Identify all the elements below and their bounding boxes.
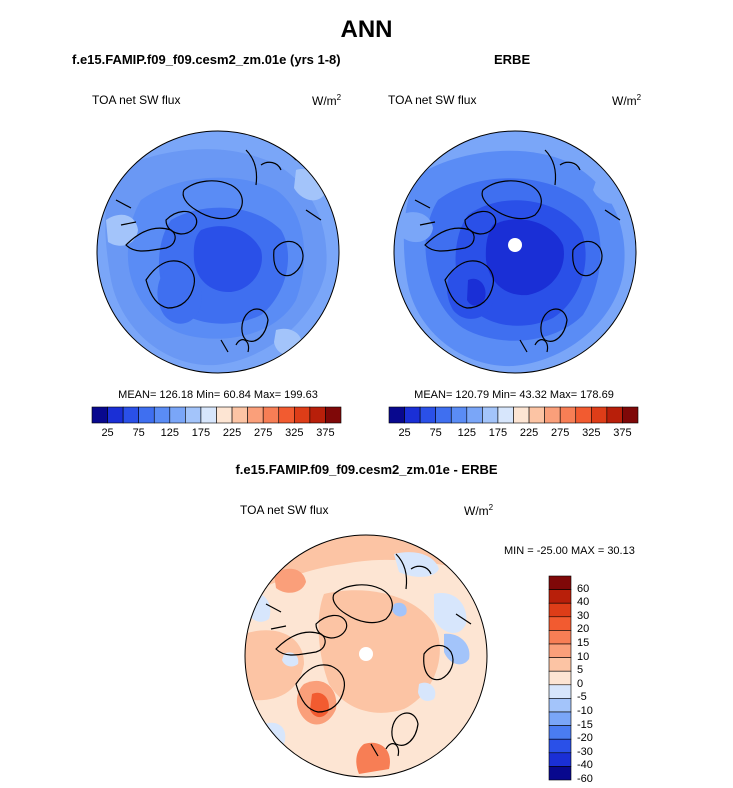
obs-colorbar: [388, 406, 639, 424]
diff-colorbar-tick-label: 20: [577, 623, 590, 636]
obs-variable-label: TOA net SW flux: [388, 93, 477, 107]
obs-colorbar-swatch: [606, 406, 623, 424]
obs-units-label: W/m2: [612, 93, 642, 108]
obs-colorbar-swatch: [435, 406, 452, 424]
model-colorbar-swatch: [138, 406, 155, 424]
diff-colorbar-tick-label: 10: [577, 650, 590, 663]
diff-colorbar-swatch: [548, 657, 572, 672]
obs-colorbar-swatch: [466, 406, 483, 424]
diff-colorbar-swatch: [548, 602, 572, 618]
obs-colorbar-swatch: [450, 406, 468, 424]
obs-colorbar-tick-label: 375: [613, 427, 632, 439]
model-polar-map: [96, 130, 340, 374]
obs-colorbar-swatch: [497, 406, 514, 424]
model-colorbar-swatch: [107, 406, 124, 424]
model-colorbar-swatch: [169, 406, 186, 424]
model-colorbar-swatch: [122, 406, 139, 424]
model-colorbar-tick-label: 275: [254, 427, 273, 439]
model-colorbar-tick-label: 225: [222, 427, 242, 439]
diff-colorbar-swatch: [548, 698, 572, 713]
page-title: ANN: [340, 16, 393, 43]
model-colorbar-swatch: [325, 406, 342, 424]
obs-colorbar-swatch: [482, 406, 499, 424]
obs-colorbar-swatch: [575, 406, 592, 424]
diff-colorbar-tick-label: 0: [577, 677, 584, 690]
diff-colorbar-tick-label: -20: [577, 732, 593, 745]
model-colorbar-swatch: [231, 406, 248, 424]
model-colorbar-swatch: [262, 406, 280, 424]
diff-colorbar-swatch: [548, 643, 572, 658]
obs-polar-map: [393, 130, 637, 374]
diff-colorbar-tick-label: -60: [577, 773, 593, 785]
diff-colorbar-swatch: [548, 738, 572, 754]
obs-colorbar-swatch: [528, 406, 545, 424]
model-variable-label: TOA net SW flux: [92, 93, 181, 107]
model-colorbar-swatch: [247, 406, 264, 424]
diff-colorbar: [548, 575, 572, 781]
model-colorbar-swatch: [91, 406, 108, 424]
obs-colorbar-swatch: [404, 406, 421, 424]
model-colorbar-swatch: [200, 406, 217, 424]
diff-colorbar-swatch: [548, 670, 572, 686]
diff-colorbar-swatch: [548, 711, 572, 726]
diff-colorbar-tick-label: -40: [577, 759, 593, 772]
diff-colorbar-swatch: [548, 589, 572, 604]
obs-colorbar-tick-label: 125: [457, 427, 476, 439]
obs-colorbar-swatch: [388, 406, 405, 424]
diff-polar-map: [244, 534, 488, 778]
model-colorbar: [91, 406, 342, 424]
diff-colorbar-swatch: [548, 684, 572, 699]
diff-colorbar-tick-label: -5: [577, 691, 587, 704]
obs-colorbar-swatch: [513, 406, 530, 424]
diff-colorbar-tick-label: -30: [577, 745, 593, 758]
diff-colorbar-tick-label: 60: [577, 582, 590, 595]
model-colorbar-tick-label: 375: [316, 427, 335, 439]
diff-colorbar-swatch: [548, 752, 572, 767]
obs-colorbar-tick-label: 225: [519, 427, 539, 439]
diff-colorbar-tick-label: 5: [577, 664, 584, 677]
obs-colorbar-tick-label: 75: [429, 427, 442, 439]
obs-colorbar-swatch: [559, 406, 577, 424]
model-colorbar-swatch: [278, 406, 295, 424]
model-colorbar-tick-label: 325: [285, 427, 304, 439]
diff-stats: MIN = -25.00 MAX = 30.13: [504, 545, 635, 557]
diff-colorbar-swatch: [548, 725, 572, 740]
model-stats: MEAN= 126.18 Min= 60.84 Max= 199.63: [118, 389, 318, 401]
model-colorbar-tick-label: 75: [132, 427, 145, 439]
obs-colorbar-swatch: [419, 406, 436, 424]
diff-panel-title: f.e15.FAMIP.f09_f09.cesm2_zm.01e - ERBE: [235, 462, 498, 477]
model-units-label: W/m2: [312, 93, 342, 108]
model-panel-title: f.e15.FAMIP.f09_f09.cesm2_zm.01e (yrs 1-…: [72, 52, 341, 67]
diff-variable-label: TOA net SW flux: [240, 503, 329, 517]
obs-colorbar-tick-label: 175: [488, 427, 508, 439]
obs-colorbar-tick-label: 325: [582, 427, 601, 439]
diff-units-label: W/m2: [464, 503, 494, 518]
diff-colorbar-swatch: [548, 766, 572, 781]
model-colorbar-tick-label: 175: [191, 427, 211, 439]
model-colorbar-swatch: [294, 406, 311, 424]
diff-colorbar-swatch: [548, 575, 572, 590]
model-colorbar-swatch: [153, 406, 171, 424]
obs-stats: MEAN= 120.79 Min= 43.32 Max= 178.69: [414, 389, 614, 401]
diff-colorbar-swatch: [548, 630, 572, 645]
model-colorbar-swatch: [185, 406, 202, 424]
model-colorbar-tick-label: 25: [101, 427, 114, 439]
diff-colorbar-swatch: [548, 616, 572, 631]
obs-panel-title: ERBE: [494, 52, 531, 67]
obs-colorbar-swatch: [544, 406, 561, 424]
obs-colorbar-tick-label: 275: [551, 427, 570, 439]
obs-colorbar-swatch: [591, 406, 608, 424]
model-colorbar-tick-label: 125: [160, 427, 179, 439]
diff-colorbar-tick-label: 15: [577, 637, 590, 649]
diff-colorbar-tick-label: 30: [577, 609, 590, 622]
obs-colorbar-tick-label: 25: [398, 427, 411, 439]
diff-colorbar-tick-label: 40: [577, 596, 590, 609]
diff-colorbar-tick-label: -10: [577, 705, 593, 717]
model-colorbar-swatch: [309, 406, 326, 424]
diff-colorbar-tick-label: -15: [577, 718, 593, 731]
model-colorbar-swatch: [216, 406, 233, 424]
obs-colorbar-swatch: [622, 406, 639, 424]
